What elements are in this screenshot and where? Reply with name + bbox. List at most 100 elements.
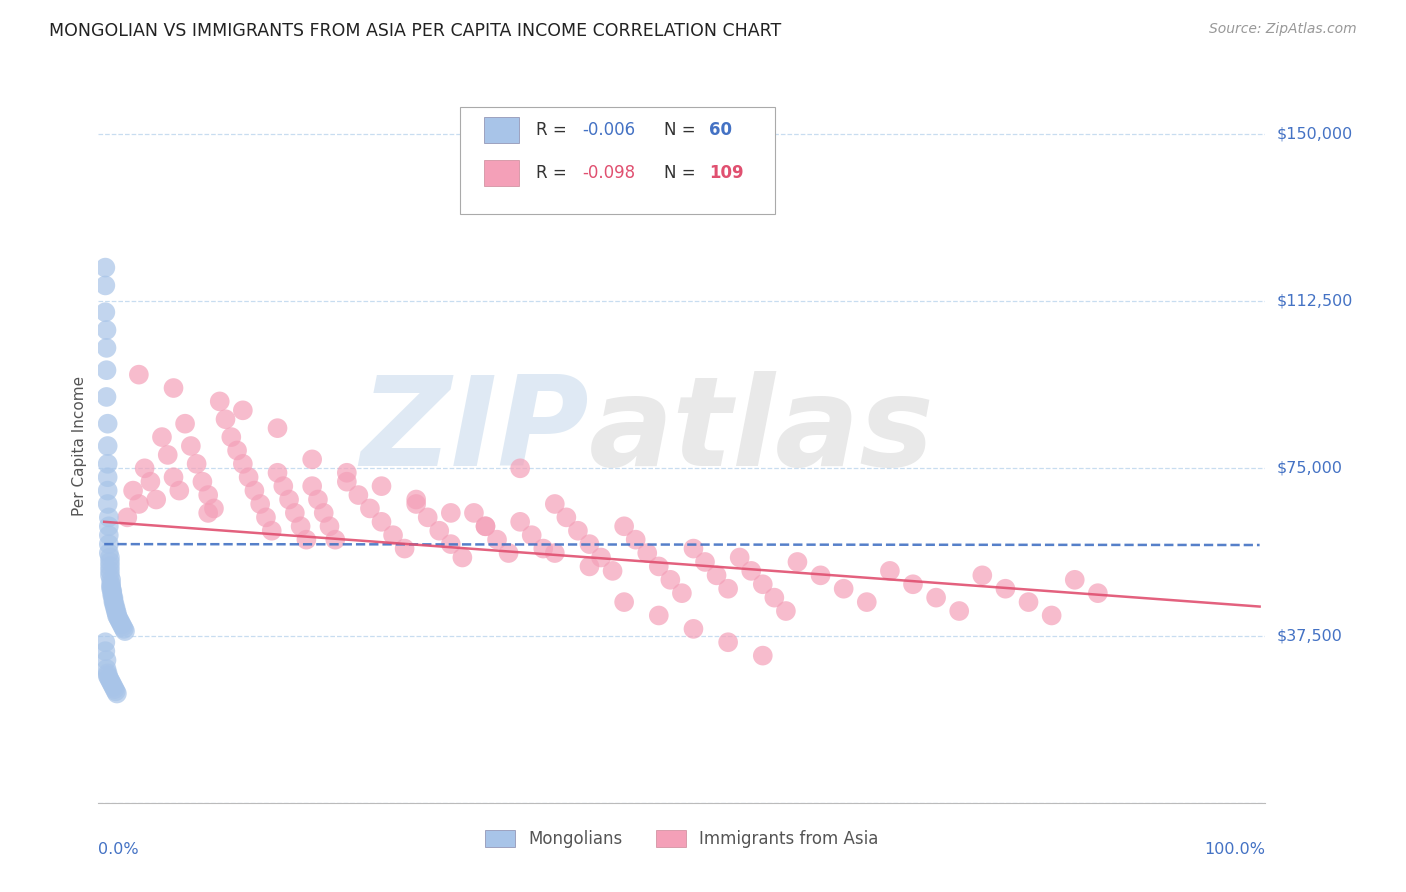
Text: -0.098: -0.098 [582,164,636,182]
Text: $75,000: $75,000 [1277,461,1343,475]
Text: 100.0%: 100.0% [1205,842,1265,856]
Point [110,615,132,630]
Point [786,555,808,569]
Point [156,448,179,462]
Point [112,622,135,636]
Point [509,515,531,529]
Point [312,506,335,520]
Point [440,537,463,551]
Point [139,475,162,489]
Text: R =: R = [536,164,572,182]
Point [101,583,124,598]
Point [925,591,948,605]
Point [122,483,145,498]
Point [96,390,118,404]
Point [613,519,636,533]
Point [648,608,671,623]
Point [693,555,716,569]
Point [104,598,127,612]
Point [134,461,156,475]
Point [659,573,682,587]
Point [948,604,970,618]
Point [103,595,125,609]
Point [94,644,117,658]
Point [105,687,128,701]
Bar [484,160,519,186]
Point [717,635,740,649]
Point [174,417,197,431]
Point [318,519,340,533]
Text: $37,500: $37,500 [1277,628,1343,643]
Point [682,541,704,556]
Text: N =: N = [665,121,702,139]
Point [290,519,312,533]
Point [567,524,589,538]
Point [197,488,219,502]
Point [301,452,323,467]
Point [295,533,318,547]
Point [336,475,359,489]
Point [101,586,124,600]
Point [97,483,120,498]
Point [249,497,271,511]
Point [370,479,392,493]
Point [169,483,191,498]
Point [98,550,121,565]
Point [145,492,167,507]
Point [96,363,118,377]
Point [578,537,600,551]
Point [602,564,624,578]
Point [382,528,405,542]
Point [103,592,125,607]
Point [1063,573,1085,587]
Point [117,510,139,524]
Point [96,653,118,667]
Point [128,497,150,511]
Point [94,635,117,649]
Point [243,483,266,498]
Point [544,546,567,560]
Point [180,439,202,453]
Text: N =: N = [665,164,702,182]
Point [98,568,121,582]
Point [347,488,370,502]
Point [104,604,127,618]
Point [105,607,128,621]
Point [97,666,120,681]
Text: MONGOLIAN VS IMMIGRANTS FROM ASIA PER CAPITA INCOME CORRELATION CHART: MONGOLIAN VS IMMIGRANTS FROM ASIA PER CA… [49,22,782,40]
Point [498,546,520,560]
Point [96,662,118,676]
Point [763,591,786,605]
FancyBboxPatch shape [460,107,775,214]
Point [509,461,531,475]
Text: $150,000: $150,000 [1277,127,1353,141]
Point [98,559,121,574]
Point [94,278,117,293]
Point [531,541,554,556]
Point [97,439,120,453]
Point [1040,608,1063,623]
Point [486,533,509,547]
Point [440,506,463,520]
Point [100,580,122,594]
Point [202,501,225,516]
Text: 109: 109 [709,164,744,182]
Point [284,506,307,520]
Text: 60: 60 [709,121,731,139]
Point [717,582,740,596]
Text: Source: ZipAtlas.com: Source: ZipAtlas.com [1209,22,1357,37]
Point [100,573,122,587]
Point [451,550,474,565]
Point [578,559,600,574]
Point [108,613,131,627]
Point [266,466,288,480]
Point [463,506,485,520]
Point [197,506,219,520]
Point [104,681,127,696]
Point [238,470,260,484]
Point [98,673,121,687]
Point [972,568,994,582]
Point [97,497,120,511]
Point [232,403,254,417]
Point [97,519,120,533]
